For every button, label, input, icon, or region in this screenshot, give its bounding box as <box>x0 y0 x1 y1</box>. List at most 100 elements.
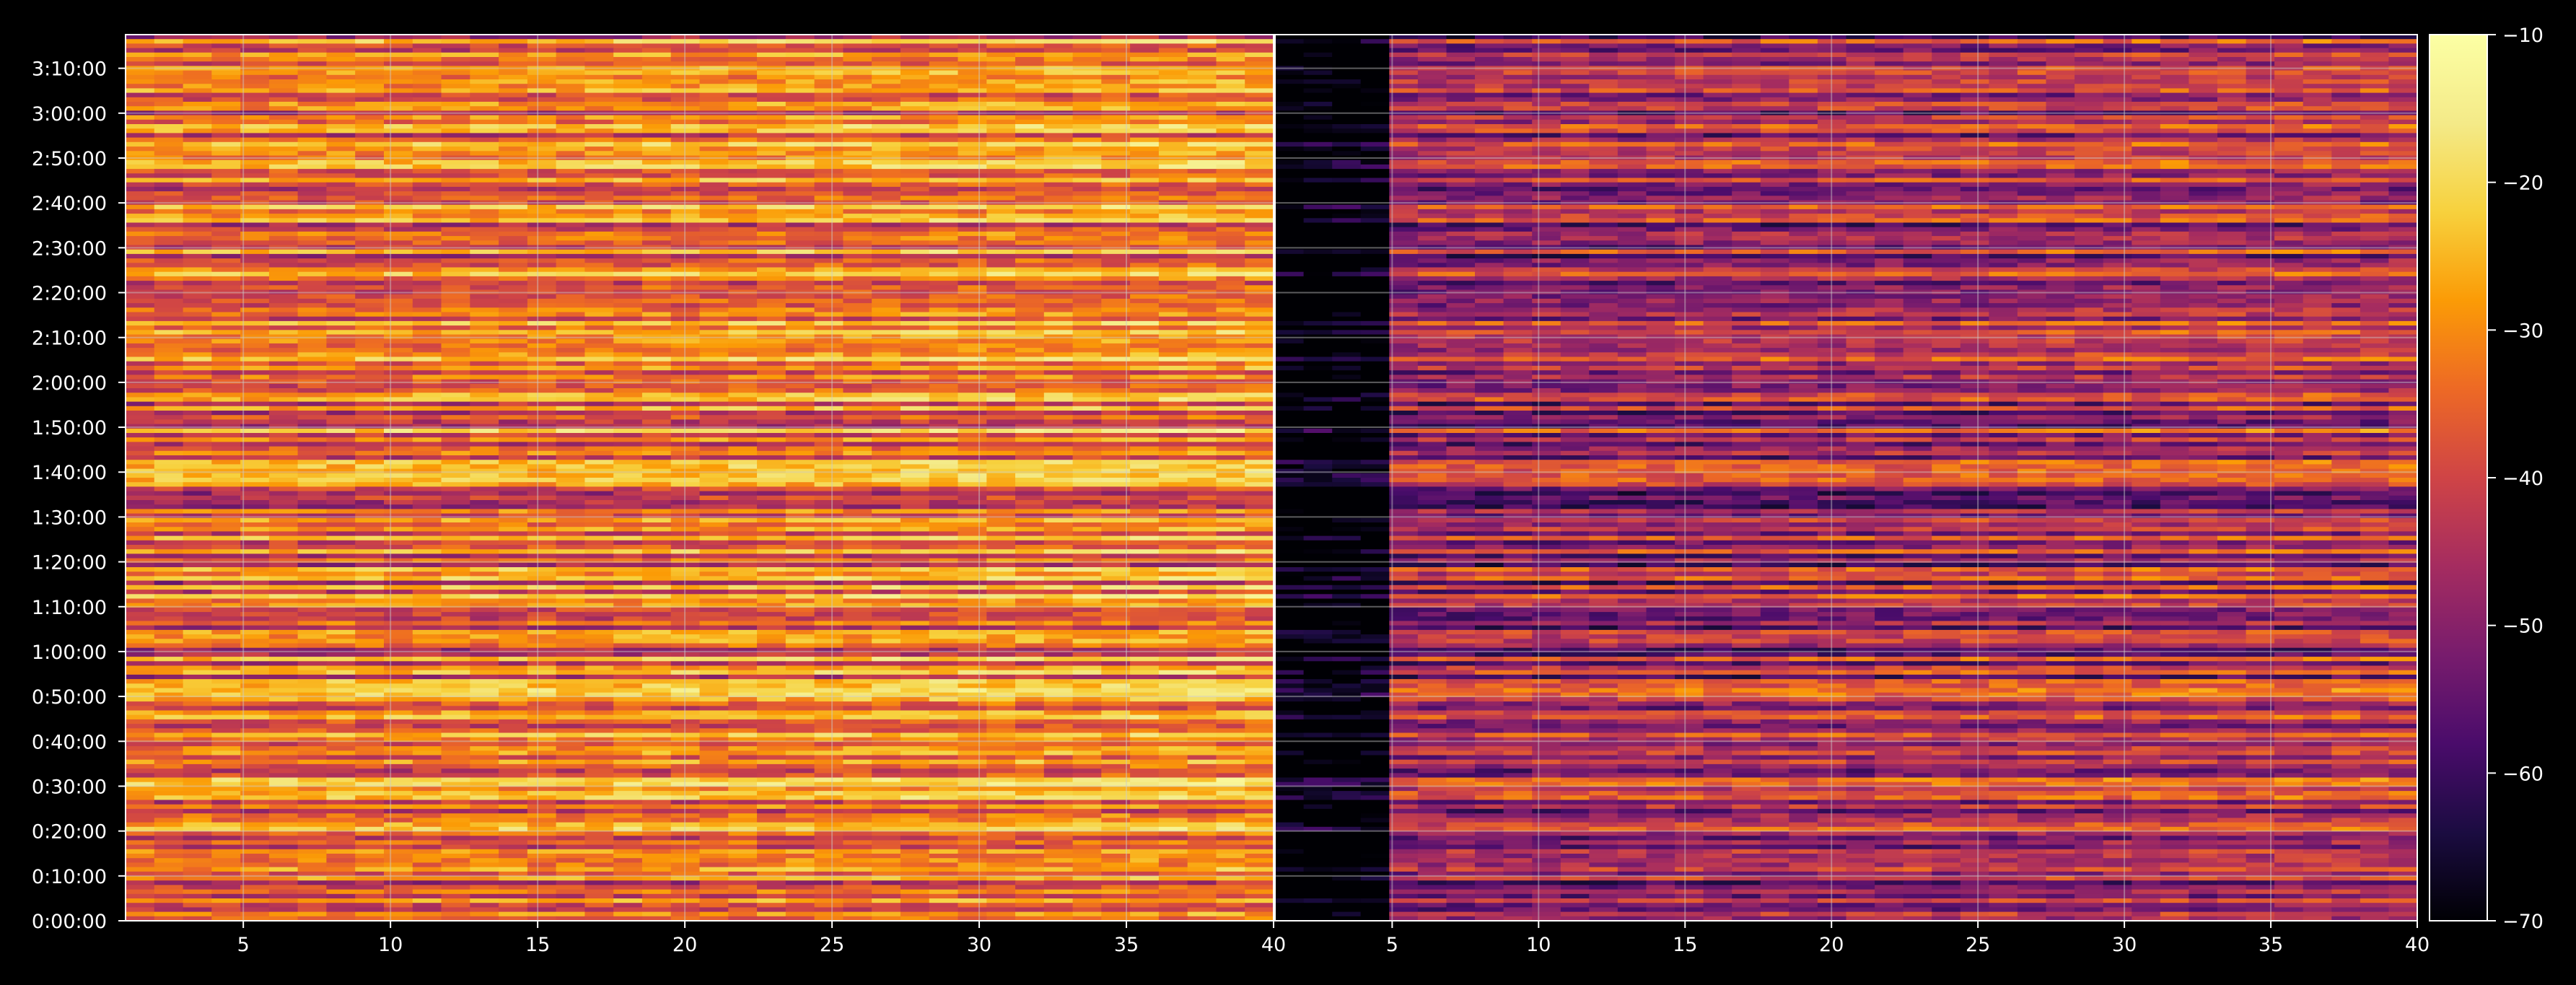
heatmap-cell <box>929 173 959 179</box>
heatmap-cell <box>1043 146 1074 152</box>
heatmap-cell <box>1043 155 1074 161</box>
heatmap-cell <box>1187 281 1217 286</box>
heatmap-cell <box>670 446 701 452</box>
heatmap-cell <box>297 43 327 49</box>
heatmap-cell <box>326 513 356 519</box>
heatmap-cell <box>183 411 212 416</box>
heatmap-cell <box>900 375 930 380</box>
heatmap-cell <box>384 527 413 532</box>
heatmap-cell <box>499 39 528 44</box>
heatmap-cell <box>929 298 959 304</box>
heatmap-cell <box>699 482 729 487</box>
heatmap-cell <box>384 240 413 246</box>
heatmap-cell <box>1158 307 1188 313</box>
heatmap-cell <box>584 455 614 460</box>
heatmap-cell <box>1245 35 1274 40</box>
heatmap-cell <box>785 356 815 362</box>
heatmap-cell <box>584 61 614 66</box>
heatmap-cell <box>556 97 585 102</box>
heatmap-cell <box>1245 245 1274 250</box>
heatmap-cell <box>499 361 528 367</box>
heatmap-cell <box>929 450 959 456</box>
heatmap-cell <box>1245 401 1274 407</box>
heatmap-cell <box>929 585 959 590</box>
heatmap-cell <box>613 455 643 460</box>
heatmap-cell <box>268 348 299 353</box>
heatmap-cell <box>1043 218 1074 224</box>
heatmap-cell <box>355 182 385 188</box>
heatmap-cell <box>814 531 844 537</box>
heatmap-cell <box>441 209 470 214</box>
heatmap-cell <box>326 356 356 362</box>
heatmap-cell <box>441 61 470 66</box>
heatmap-cell <box>699 276 729 281</box>
heatmap-cell <box>699 352 729 358</box>
heatmap-cell <box>670 442 701 447</box>
heatmap-cell <box>699 106 729 111</box>
heatmap-cell <box>843 52 872 58</box>
heatmap-cell <box>1158 553 1188 559</box>
heatmap-cell <box>1158 303 1188 308</box>
heatmap-cell <box>556 567 585 572</box>
heatmap-cell <box>527 383 557 389</box>
heatmap-cell <box>527 585 557 590</box>
heatmap-cell <box>1216 151 1245 157</box>
heatmap-cell <box>1101 236 1131 241</box>
heatmap-cell <box>757 253 787 259</box>
heatmap-cell <box>126 424 155 429</box>
heatmap-cell <box>1130 178 1160 183</box>
heatmap-cell <box>1072 79 1102 84</box>
heatmap-cell <box>240 388 270 393</box>
heatmap-cell <box>297 218 327 224</box>
heatmap-cell <box>1158 433 1188 438</box>
heatmap-cell <box>527 334 557 340</box>
heatmap-cell <box>641 375 672 380</box>
heatmap-cell <box>355 433 385 438</box>
heatmap-cell <box>1101 383 1131 389</box>
heatmap-cell <box>355 388 385 393</box>
heatmap-cell <box>240 240 270 246</box>
heatmap-cell <box>613 271 643 277</box>
heatmap-cell <box>384 70 413 76</box>
heatmap-cell <box>1101 281 1131 286</box>
heatmap-cell <box>154 146 184 152</box>
heatmap-cell <box>297 522 327 527</box>
heatmap-cell <box>355 375 385 380</box>
heatmap-cell <box>1072 393 1102 398</box>
heatmap-cell <box>527 102 557 107</box>
heatmap-cell <box>1187 227 1217 232</box>
heatmap-cell <box>843 545 872 550</box>
heatmap-cell <box>584 437 614 442</box>
heatmap-cell <box>1245 209 1274 214</box>
heatmap-cell <box>1158 106 1188 111</box>
heatmap-cell <box>126 406 155 411</box>
heatmap-cell <box>929 52 959 58</box>
heatmap-cell <box>785 531 815 537</box>
heatmap-cell <box>1072 486 1102 492</box>
heatmap-cell <box>1187 39 1217 44</box>
heatmap-cell <box>470 406 499 411</box>
heatmap-cell <box>785 361 815 367</box>
heatmap-cell <box>986 151 1016 157</box>
heatmap-cell <box>843 137 872 143</box>
heatmap-cell <box>900 159 930 165</box>
heatmap-cell <box>986 285 1016 291</box>
heatmap-cell <box>556 450 585 456</box>
heatmap-cell <box>441 155 470 161</box>
heatmap-cell <box>240 48 270 53</box>
heatmap-cell <box>1130 517 1160 523</box>
heatmap-cell <box>470 106 499 111</box>
heatmap-cell <box>441 500 470 505</box>
heatmap-cell <box>326 119 356 125</box>
heatmap-cell <box>900 240 930 246</box>
heatmap-cell <box>1072 500 1102 505</box>
heatmap-cell <box>1216 325 1245 330</box>
heatmap-cell <box>1158 330 1188 336</box>
heatmap-cell <box>1158 52 1188 58</box>
heatmap-cell <box>872 214 901 219</box>
heatmap-cell <box>1015 271 1045 277</box>
heatmap-cell <box>297 504 327 509</box>
heatmap-cell <box>641 169 672 174</box>
heatmap-cell <box>1158 513 1188 519</box>
heatmap-cell <box>1130 375 1160 380</box>
